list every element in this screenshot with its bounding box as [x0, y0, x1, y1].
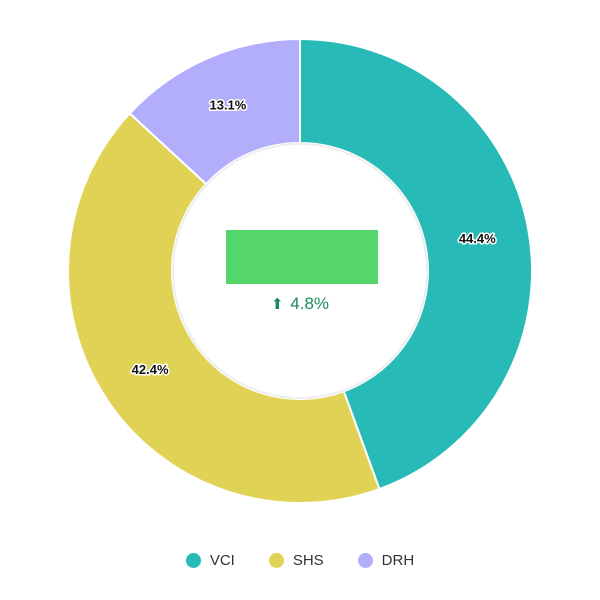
- slice-label-drh: 13.1%: [209, 97, 246, 112]
- legend-item-drh[interactable]: DRH: [357, 552, 415, 569]
- slice-label-shs: 42.4%: [132, 362, 169, 377]
- arrow-up-icon: ⬆: [270, 296, 284, 313]
- legend-dot-shs: [268, 553, 284, 568]
- chart-legend: VCI SHS DRH: [0, 552, 600, 569]
- center-change-value: 4.8%: [290, 294, 330, 313]
- donut-slice-vci[interactable]: [299, 37, 533, 491]
- legend-label-drh: DRH: [381, 552, 415, 569]
- slice-label-vci: 44.4%: [459, 231, 496, 246]
- legend-label-vci: VCI: [209, 552, 235, 569]
- legend-item-shs[interactable]: SHS: [268, 552, 324, 569]
- center-value-redaction: [226, 230, 378, 284]
- legend-item-vci[interactable]: VCI: [185, 552, 235, 569]
- legend-dot-vci: [185, 553, 201, 568]
- legend-label-shs: SHS: [292, 552, 324, 569]
- legend-dot-drh: [357, 553, 373, 568]
- center-change-indicator: ⬆ 4.8%: [0, 294, 600, 314]
